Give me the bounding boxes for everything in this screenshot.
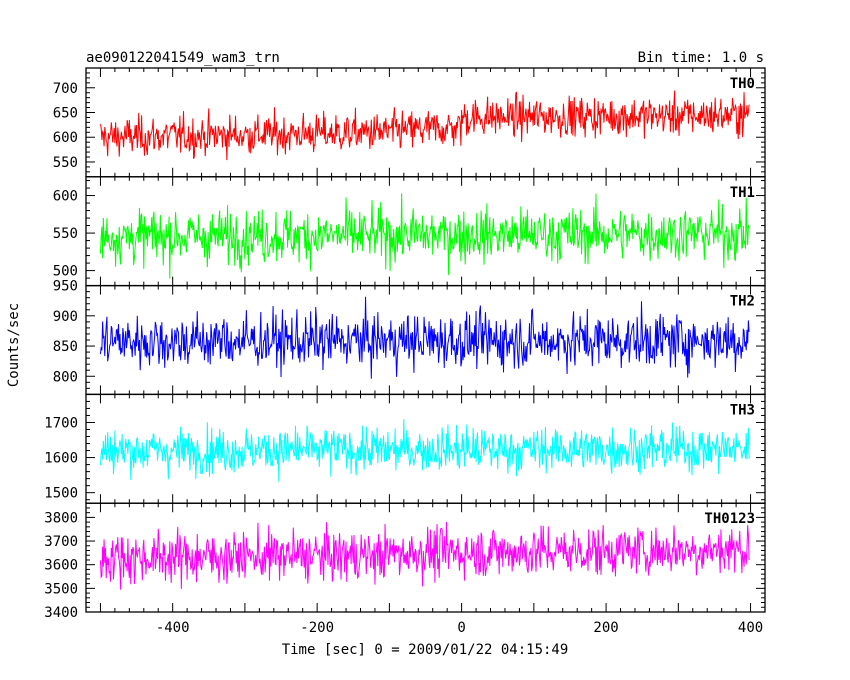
panel-th3: 1500 1600 1700 TH3 [44,393,766,504]
x-axis-label: Time [sec] 0 = 2009/01/22 04:15:49 [282,642,569,658]
x-axis: -400 -200 0 200 400 [156,620,763,636]
y-axis-label: Counts/sec [6,303,22,387]
y-tick-label: 1500 [44,486,78,502]
x-tick-label: 400 [738,620,763,636]
y-tick-label: 950 [53,279,78,295]
y-tick-label: 800 [53,369,78,385]
panels-group: 550 600 650 700 TH0 500 550 600 TH1 800 850 900 950 T… [44,67,766,621]
series-line-th2 [99,296,750,379]
y-tick-label: 1600 [44,451,78,467]
chart-title: ae090122041549_wam3_trn [86,50,280,66]
panel-label-th0123: TH0123 [704,511,755,527]
series-line-th1 [99,193,750,279]
x-tick-label: -200 [300,620,334,636]
y-tick-label: 3400 [44,605,78,621]
series-line-th3 [99,418,750,482]
y-tick-label: 550 [53,155,78,171]
panel-label-th3: TH3 [730,402,755,418]
x-tick-label: 200 [593,620,618,636]
y-tick-label: 1700 [44,415,78,431]
panel-th0: 550 600 650 700 TH0 [53,67,766,178]
y-tick-label: 550 [53,226,78,242]
y-tick-label: 3600 [44,558,78,574]
panel-label-th2: TH2 [730,294,755,310]
y-tick-label: 650 [53,106,78,122]
panel-frame [85,502,766,613]
y-tick-label: 600 [53,130,78,146]
y-tick-label: 700 [53,81,78,97]
series-line-th0 [99,90,750,161]
y-tick-label: 850 [53,339,78,355]
y-tick-label: 3700 [44,534,78,550]
series-line-th0123 [99,521,750,590]
panel-th2: 800 850 900 950 TH2 [53,279,766,396]
x-tick-label: 0 [457,620,465,636]
panel-th0123: 3400 3500 3600 3700 3800 TH0123 [44,502,766,621]
panel-label-th0: TH0 [730,76,755,92]
y-tick-label: 600 [53,189,78,205]
panel-th1: 500 550 600 TH1 [53,176,766,287]
x-tick-label: -400 [156,620,190,636]
y-tick-label: 3800 [44,510,78,526]
y-tick-label: 3500 [44,581,78,597]
panel-label-th1: TH1 [730,185,755,201]
y-tick-label: 500 [53,264,78,280]
bin-time-label: Bin time: 1.0 s [638,50,764,66]
y-tick-label: 900 [53,309,78,325]
